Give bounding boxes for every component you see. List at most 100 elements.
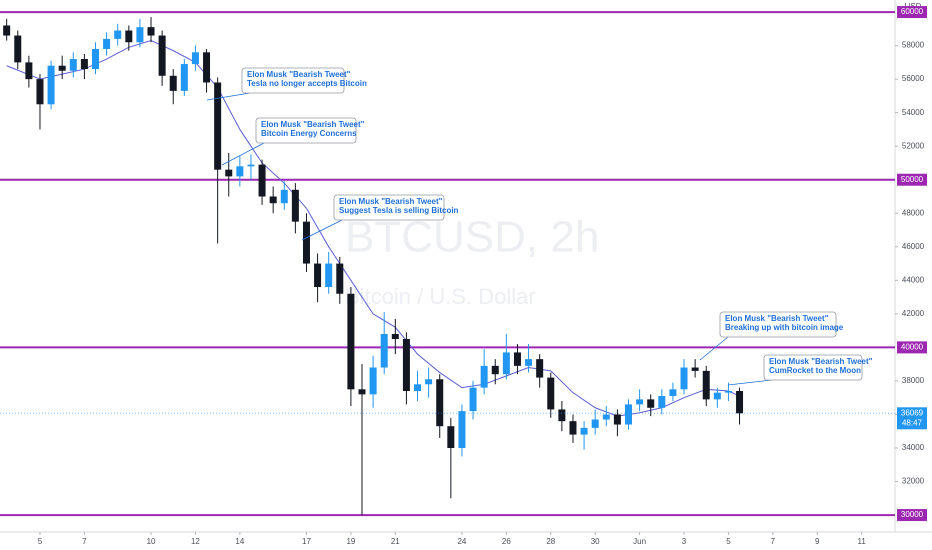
callout-box — [333, 194, 445, 221]
candle-body — [536, 359, 544, 378]
y-tick-label: 34000 — [902, 443, 925, 452]
candle-body — [258, 164, 266, 197]
x-tick-label: 5 — [726, 537, 731, 546]
candle-body — [558, 409, 566, 422]
candle-body — [647, 399, 655, 408]
candle-body — [636, 399, 644, 405]
callout-pointer — [301, 219, 343, 241]
countdown: 48:47 — [902, 418, 923, 427]
candle-body — [547, 377, 555, 410]
candle-body — [169, 75, 177, 91]
callout-text: Breaking up with bitcoin image — [725, 323, 844, 332]
candle-body — [91, 48, 99, 70]
candle-body — [36, 79, 44, 105]
candle-body — [513, 352, 521, 366]
candle-body — [658, 396, 666, 408]
callout-text: Bitcoin Energy Concerns — [261, 129, 357, 138]
callout-text: Elon Musk "Bearish Tweet" — [769, 357, 873, 366]
y-tick-label: 56000 — [902, 74, 925, 83]
x-tick-label: 26 — [502, 537, 511, 546]
x-tick-label: 5 — [38, 537, 43, 546]
candle-body — [225, 169, 233, 177]
x-tick-label: 9 — [815, 537, 820, 546]
y-tick-label: 42000 — [902, 309, 925, 318]
callout-box — [255, 117, 357, 144]
candle-body — [402, 339, 410, 391]
candle-body — [702, 370, 710, 400]
overlay: Elon Musk "Bearish Tweet"Tesla no longer… — [206, 67, 873, 386]
callout-pointer — [221, 142, 265, 166]
candle-body — [491, 365, 499, 375]
candle-body — [691, 367, 699, 371]
candle-body — [414, 384, 422, 391]
candle-body — [3, 25, 11, 36]
x-tick-label: Jun — [633, 537, 646, 546]
candle-body — [158, 35, 166, 76]
level-label-box — [897, 509, 927, 522]
candle-body — [525, 359, 533, 366]
candle-body — [147, 27, 155, 36]
level-label: 30000 — [901, 510, 924, 519]
watermark-symbol: BTCUSD, 2h — [345, 213, 599, 262]
y-tick-label: 54000 — [902, 108, 925, 117]
candle-body — [69, 59, 77, 71]
callout-text: Elon Musk "Bearish Tweet" — [725, 314, 829, 323]
callout-box — [241, 67, 345, 94]
callout-text: Suggest Tesla is selling Bitcoin — [339, 206, 459, 215]
y-tick-label: 48000 — [902, 208, 925, 217]
candle-body — [680, 367, 688, 390]
candle-body — [214, 82, 222, 170]
x-tick-label: 10 — [147, 537, 156, 546]
candle-body — [25, 62, 33, 80]
candle-body — [203, 52, 211, 83]
candle-body — [14, 35, 22, 63]
x-tick-label: 21 — [391, 537, 400, 546]
candle-body — [502, 352, 510, 375]
callout-text: Elon Musk "Bearish Tweet" — [247, 70, 351, 79]
candle-body — [125, 30, 133, 43]
candle-body — [136, 27, 144, 43]
candle-body — [58, 65, 66, 71]
candle-body — [280, 189, 288, 204]
x-tick-label: 17 — [302, 537, 311, 546]
y-tick-label: 58000 — [902, 41, 925, 50]
candle-body — [602, 414, 610, 420]
levels — [0, 11, 895, 517]
candle-body — [447, 426, 455, 448]
candle-body — [391, 333, 399, 340]
level-label: 60000 — [901, 7, 924, 16]
candle-body — [180, 64, 188, 91]
x-tick-label: 12 — [191, 537, 200, 546]
callout-box — [719, 311, 837, 338]
candle-body — [569, 421, 577, 435]
candle-body — [458, 411, 466, 448]
candle-body — [191, 52, 199, 65]
candle-body — [624, 404, 632, 425]
candle-body — [47, 65, 55, 105]
candle-body — [336, 263, 344, 294]
candle-body — [436, 379, 444, 427]
candle-body — [736, 390, 744, 414]
last-price-label: 36069 — [901, 408, 924, 417]
watermark-description: Bitcoin / U.S. Dollar — [345, 284, 536, 309]
y-tick-label: 38000 — [902, 376, 925, 385]
callout-pointer — [206, 92, 251, 101]
level-label-box — [897, 6, 927, 19]
level-label: 50000 — [901, 175, 924, 184]
callout-text: Elon Musk "Bearish Tweet" — [339, 197, 443, 206]
callout-box — [763, 354, 863, 381]
candle-body — [369, 367, 377, 395]
callout-text: Elon Musk "Bearish Tweet" — [261, 120, 365, 129]
candle-body — [103, 38, 111, 49]
candle-body — [613, 414, 621, 425]
x-tick-label: 28 — [546, 537, 555, 546]
candle-body — [380, 333, 388, 368]
level-label-box — [897, 173, 927, 186]
x-tick-label: 7 — [771, 537, 776, 546]
candle-body — [713, 392, 721, 400]
level-label-box — [897, 341, 927, 354]
candle-body — [114, 30, 122, 39]
